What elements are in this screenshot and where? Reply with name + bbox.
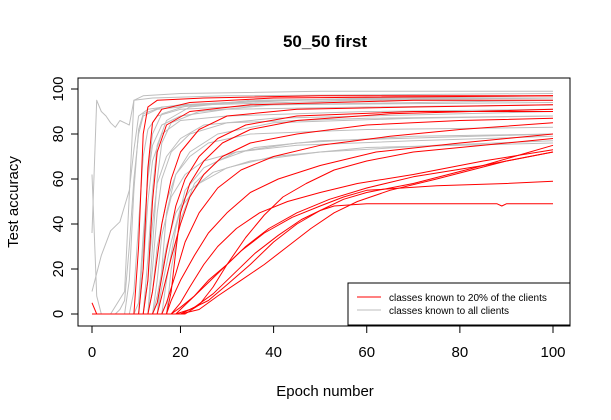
series-line-red-27 xyxy=(92,133,554,315)
legend-label-red: classes known to 20% of the clients xyxy=(389,293,547,304)
series-line-red-32 xyxy=(92,180,554,315)
x-axis: 0 20 40 60 80 100 xyxy=(88,325,566,361)
series-line-gray-14 xyxy=(92,97,553,315)
x-tick-label: 20 xyxy=(172,344,189,361)
x-tick-label: 80 xyxy=(452,344,469,361)
series-line-red-29 xyxy=(92,151,554,315)
y-tick-label: 60 xyxy=(50,171,67,188)
y-tick-label: 0 xyxy=(50,310,67,318)
series-layer xyxy=(91,90,554,315)
series-line-red-24 xyxy=(92,111,553,315)
series-line-gray-12 xyxy=(92,140,554,315)
series-line-gray-15 xyxy=(92,97,554,315)
y-tick-label: 20 xyxy=(50,261,67,278)
series-line-red-35 xyxy=(92,138,554,315)
legend: classes known to 20% of the clients clas… xyxy=(347,282,571,326)
chart-title: 50_50 first xyxy=(283,32,367,51)
x-tick-label: 100 xyxy=(540,344,565,361)
y-tick-label: 80 xyxy=(50,126,67,143)
x-axis-label: Epoch number xyxy=(276,383,374,400)
series-line-red-33 xyxy=(92,203,553,315)
series-line-red-22 xyxy=(92,99,553,315)
series-line-gray-0 xyxy=(91,90,553,315)
series-line-red-23 xyxy=(92,104,554,315)
x-tick-label: 60 xyxy=(358,344,375,361)
series-line-red-25 xyxy=(92,117,554,315)
x-tick-label: 40 xyxy=(265,344,282,361)
series-line-gray-1 xyxy=(91,93,554,234)
series-line-red-31 xyxy=(92,151,554,315)
x-tick-label: 0 xyxy=(88,344,96,361)
series-line-red-28 xyxy=(92,149,554,315)
series-line-gray-6 xyxy=(92,104,554,315)
y-tick-label: 100 xyxy=(50,76,67,101)
y-axis-label: Test accuracy xyxy=(5,156,22,248)
series-line-red-21 xyxy=(92,95,554,315)
y-axis: 0 20 40 60 80 100 xyxy=(50,76,79,318)
series-line-red-34 xyxy=(92,108,554,315)
legend-label-gray: classes known to all clients xyxy=(389,306,509,317)
y-tick-label: 40 xyxy=(50,216,67,233)
legend-box xyxy=(347,282,571,326)
series-line-red-26 xyxy=(92,122,554,315)
series-line-gray-18 xyxy=(92,99,554,315)
